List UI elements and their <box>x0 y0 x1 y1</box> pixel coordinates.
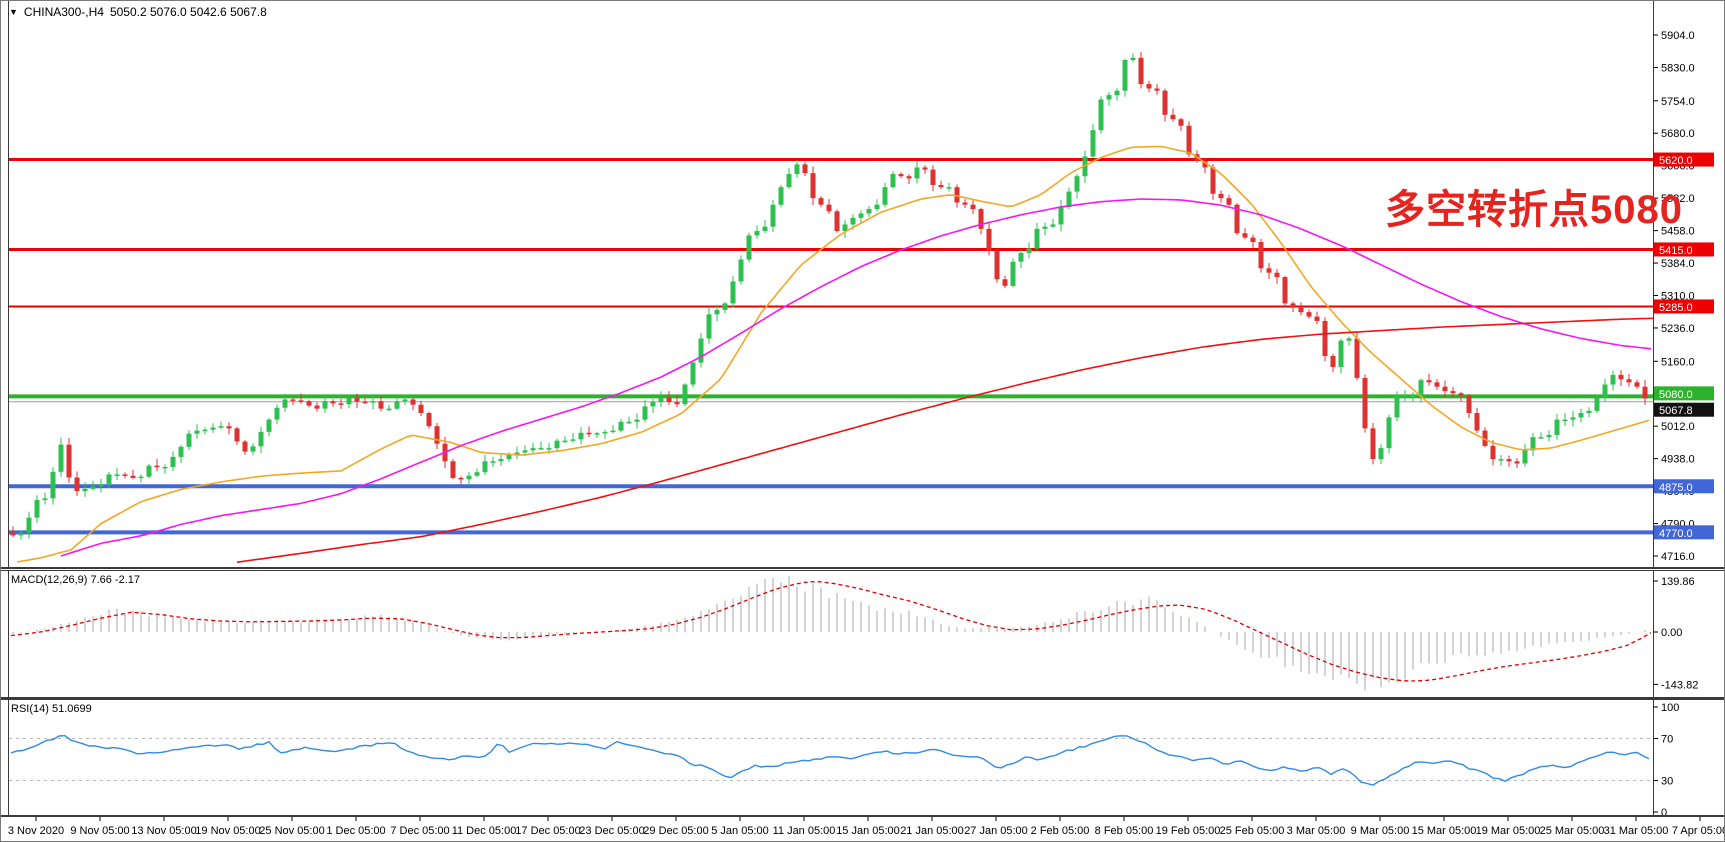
macd-histogram <box>12 576 1646 691</box>
time-tick-label: 31 Mar 05:00 <box>1604 825 1669 837</box>
price-badge-label: 4770.0 <box>1659 528 1693 540</box>
rsi-chart-canvas[interactable]: 100 70 30 0 <box>1 700 1725 815</box>
price-badge <box>1654 152 1714 167</box>
price-badge <box>1654 525 1714 540</box>
time-tick-label: 13 Nov 05:00 <box>131 825 196 837</box>
rsi-tick-label: 30 <box>1661 776 1673 788</box>
time-tick-label: 19 Nov 05:00 <box>195 825 260 837</box>
price-badge <box>1654 242 1714 257</box>
time-tick-label: 3 Nov 2020 <box>8 825 64 837</box>
time-tick-label: 25 Feb 05:00 <box>1220 825 1285 837</box>
macd-signal-line <box>10 581 1652 682</box>
time-tick-label: 7 Dec 05:00 <box>390 825 449 837</box>
price-badge-label: 5285.0 <box>1659 302 1693 314</box>
rsi-tick-label: 70 <box>1661 734 1673 746</box>
price-tick-label: 5904.0 <box>1661 30 1695 42</box>
time-axis-panel[interactable]: 3 Nov 2020 9 Nov 05:00 13 Nov 05:00 19 Nov … <box>1 817 1725 842</box>
time-tick-label: 25 Nov 05:00 <box>259 825 324 837</box>
time-tick-label: 19 Mar 05:00 <box>1476 825 1541 837</box>
price-tick-label: 5680.0 <box>1661 128 1695 140</box>
price-tick-label: 5754.0 <box>1661 96 1695 108</box>
chart-header: ▼ CHINA300-,H4 5050.2 5076.0 5042.6 5067… <box>9 5 267 19</box>
macd-tick-label: 0.00 <box>1661 627 1682 639</box>
price-tick-label: 4716.0 <box>1661 551 1695 563</box>
time-tick-label: 8 Feb 05:00 <box>1095 825 1154 837</box>
price-badge <box>1654 386 1714 401</box>
macd-chart-canvas[interactable]: 139.86 0.00 -143.82 <box>1 571 1725 697</box>
price-badge-label: 5067.8 <box>1659 405 1693 417</box>
candlestick-chart-canvas[interactable]: 5904.05830.05754.05680.05606.05532.05458… <box>1 1 1725 567</box>
rsi-indicator-label: RSI(14) 51.0699 <box>11 703 92 715</box>
time-tick-label: 15 Jan 05:00 <box>836 825 900 837</box>
macd-indicator-label: MACD(12,26,9) 7.66 -2.17 <box>11 574 141 586</box>
price-badge-label: 5620.0 <box>1659 155 1693 167</box>
time-tick-label: 19 Feb 05:00 <box>1156 825 1221 837</box>
time-tick-label: 17 Dec 05:00 <box>515 825 580 837</box>
time-tick-label: 29 Dec 05:00 <box>643 825 708 837</box>
chevron-down-icon[interactable]: ▼ <box>9 7 18 17</box>
time-tick-label: 3 Mar 05:00 <box>1287 825 1346 837</box>
mid-ma-magenta <box>60 198 1652 557</box>
symbol-timeframe-label: CHINA300-,H4 <box>23 5 104 19</box>
rsi-tick-label: 0 <box>1661 807 1667 815</box>
price-tick-label: 5458.0 <box>1661 226 1695 238</box>
price-tick-label: 4938.0 <box>1661 454 1695 466</box>
pivot-annotation-text: 多空转折点5080 <box>1385 188 1683 232</box>
rsi-panel[interactable]: RSI(14) 51.0699 100 70 30 0 <box>1 699 1725 817</box>
ohlc-values: 5050.2 5076.0 5042.6 5067.8 <box>109 5 267 19</box>
main-chart-panel[interactable]: 5904.0 5830.0 5754.0 5680.0 5606.0 5532.0 5458… <box>1 1 1725 569</box>
time-tick-label: 9 Nov 05:00 <box>70 825 129 837</box>
price-tick-label: 5532.0 <box>1661 193 1695 205</box>
price-badge <box>1654 479 1714 494</box>
time-tick-label: 1 Dec 05:00 <box>326 825 385 837</box>
macd-tick-label: -143.82 <box>1661 679 1698 691</box>
price-badge <box>1654 299 1714 314</box>
slow-ma-red <box>236 317 1654 563</box>
time-tick-label: 15 Mar 05:00 <box>1412 825 1477 837</box>
rsi-line <box>10 734 1650 786</box>
price-badge <box>1654 402 1714 417</box>
time-tick-label: 7 Apr 05:00 <box>1672 825 1725 837</box>
price-tick-label: 5160.0 <box>1661 356 1695 368</box>
time-tick-label: 23 Dec 05:00 <box>579 825 644 837</box>
price-badge-label: 4875.0 <box>1659 482 1693 494</box>
candles-group <box>10 52 1648 540</box>
price-tick-label: 5384.0 <box>1661 258 1695 270</box>
time-tick-label: 5 Jan 05:00 <box>711 825 769 837</box>
time-tick-label: 11 Jan 05:00 <box>773 825 836 837</box>
price-badge-label: 5415.0 <box>1659 245 1693 257</box>
fast-ma-orange <box>16 145 1650 563</box>
time-tick-label: 11 Dec 05:00 <box>452 825 517 837</box>
macd-tick-label: 139.86 <box>1661 576 1695 588</box>
time-tick-label: 9 Mar 05:00 <box>1351 825 1410 837</box>
price-tick-label: 5830.0 <box>1661 62 1695 74</box>
time-tick-label: 27 Jan 05:00 <box>964 825 1028 837</box>
time-tick-label: 21 Jan 05:00 <box>900 825 964 837</box>
time-tick-label: 2 Feb 05:00 <box>1031 825 1090 837</box>
time-tick-label: 25 Mar 05:00 <box>1540 825 1605 837</box>
price-badge-label: 5080.0 <box>1659 389 1693 401</box>
price-tick-label: 5236.0 <box>1661 323 1695 335</box>
rsi-tick-label: 100 <box>1661 702 1679 714</box>
price-tick-label: 5012.0 <box>1661 421 1695 433</box>
macd-panel[interactable]: MACD(12,26,9) 7.66 -2.17 139.86 0.00 -143.… <box>1 570 1725 699</box>
